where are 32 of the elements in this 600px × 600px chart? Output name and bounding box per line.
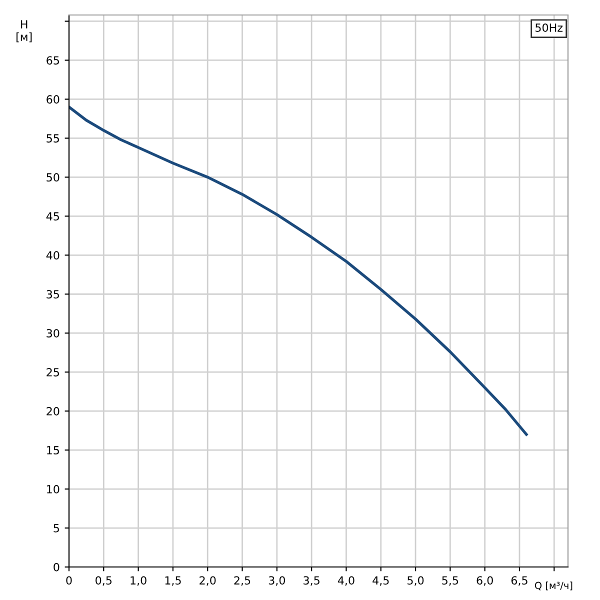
x-tick-label: 6,0 <box>476 576 493 586</box>
x-tick-label: 1,0 <box>130 576 146 586</box>
y-tick-label: 0 <box>54 562 60 572</box>
x-tick-label: 3,0 <box>268 576 286 586</box>
x-tick-label: 2,0 <box>200 576 216 586</box>
y-tick-label: 25 <box>46 368 59 376</box>
x-tick-label: 4,5 <box>372 576 389 586</box>
y-tick-label: 55 <box>46 134 59 143</box>
x-tick-label: 5,0 <box>408 576 424 586</box>
y-tick-label: 45 <box>46 212 59 221</box>
y-tick-label: 50 <box>46 173 60 182</box>
x-tick-label: 6,5 <box>511 576 528 586</box>
line-series <box>69 106 528 436</box>
y-tick-label: 20 <box>46 407 60 416</box>
y-tick-label: 10 <box>47 485 60 494</box>
y-tick-label: 40 <box>46 251 60 260</box>
y-tick-label: 30 <box>46 329 60 338</box>
x-tick-label: 4,0 <box>338 576 354 586</box>
x-tick-label: 0,5 <box>96 576 112 586</box>
y-tick-label: 60 <box>46 95 60 104</box>
y-tick-label: 5 <box>54 524 59 532</box>
y-tick-label: 65 <box>46 56 59 65</box>
annotation: 50Hz <box>536 23 563 32</box>
x-tick-label: 1,5 <box>165 576 181 586</box>
y-tick-label: 15 <box>47 446 59 454</box>
x-tick-label: 0 <box>66 576 72 585</box>
y-tick-label: 35 <box>46 290 59 298</box>
y-axis-title: H [м] <box>16 20 32 42</box>
x-axis-title: Q [м³/ч] <box>534 582 572 590</box>
x-tick-label: 3,5 <box>304 576 320 586</box>
x-tick-label: 5,5 <box>442 576 458 586</box>
x-tick-label: 2,5 <box>234 576 250 586</box>
